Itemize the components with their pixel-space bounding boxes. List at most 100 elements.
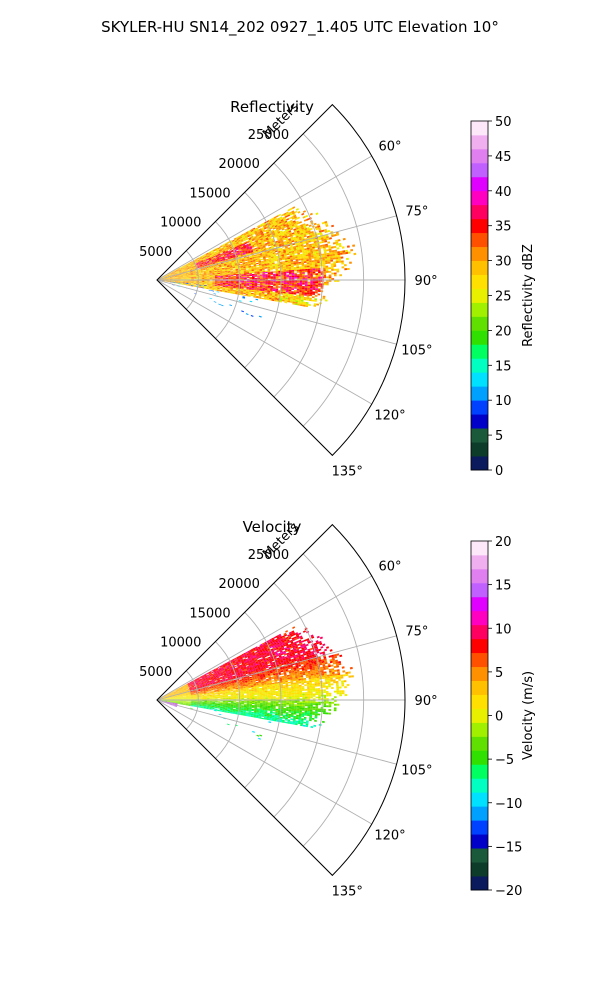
echo-cell	[259, 289, 263, 291]
echo-cell	[265, 237, 269, 240]
echo-cell	[273, 235, 277, 238]
echo-cell	[240, 293, 244, 295]
echo-cell	[250, 262, 254, 265]
echo-cell	[185, 273, 188, 275]
echo-cell	[237, 238, 240, 241]
echo-cell	[261, 265, 265, 267]
echo-cell	[307, 284, 311, 287]
echo-cell	[227, 273, 231, 274]
echo-cell	[241, 285, 244, 287]
echo-cell	[191, 265, 194, 268]
echo-cell	[307, 230, 311, 233]
echo-cell	[188, 265, 192, 268]
echo-cell	[218, 256, 222, 258]
echo-cell	[249, 281, 253, 282]
echo-cell	[266, 239, 270, 242]
echo-cell	[301, 290, 305, 293]
echo-cell	[307, 267, 310, 269]
echo-cell	[336, 270, 340, 273]
echo-cell	[279, 222, 283, 226]
echo-cell	[321, 229, 325, 233]
echo-cell	[254, 284, 258, 286]
echo-cell	[180, 281, 184, 282]
echo-cell	[207, 282, 210, 284]
echo-cell	[227, 250, 231, 252]
echo-cell	[297, 243, 301, 246]
echo-cell	[207, 282, 210, 283]
echo-cell	[299, 284, 303, 287]
colorbar-segment	[471, 288, 488, 303]
echo-cell	[290, 262, 294, 265]
echo-cell	[169, 274, 172, 276]
echo-cell	[259, 271, 263, 273]
echo-cell	[328, 276, 332, 279]
echo-cell	[217, 278, 221, 279]
echo-cell	[279, 261, 283, 264]
echo-cell	[266, 240, 270, 243]
echo-cell	[182, 265, 186, 268]
echo-cell	[199, 278, 202, 280]
echo-cell	[251, 284, 255, 286]
echo-cell	[213, 266, 217, 268]
echo-cell	[209, 254, 213, 257]
echo-cell	[230, 276, 234, 278]
echo-cell	[309, 248, 313, 251]
echo-cell	[166, 274, 169, 276]
echo-cell	[224, 242, 228, 245]
echo-cell	[250, 251, 254, 253]
echo-cell	[196, 264, 200, 267]
echo-cell	[197, 265, 200, 267]
echo-cell	[180, 275, 183, 277]
echo-cell	[232, 289, 236, 291]
echo-cell	[306, 235, 310, 239]
echo-cell	[253, 292, 257, 294]
echo-cell	[328, 246, 332, 250]
echo-cell	[170, 271, 174, 273]
echo-cell	[302, 223, 306, 226]
echo-cell	[335, 257, 339, 260]
echo-cell	[208, 267, 212, 269]
echo-cell	[214, 252, 218, 255]
echo-cell	[265, 282, 268, 284]
echo-cell	[275, 271, 279, 273]
echo-cell	[275, 266, 278, 268]
echo-cell	[305, 223, 309, 227]
echo-cell	[284, 215, 288, 218]
echo-cell	[171, 274, 175, 275]
colorbar-segment	[471, 386, 488, 401]
echo-cell	[267, 235, 271, 238]
echo-cell	[267, 285, 271, 288]
echo-cell	[206, 254, 210, 257]
echo-cell	[219, 267, 222, 269]
echo-cell	[289, 234, 293, 237]
echo-cell	[301, 247, 305, 250]
echo-cell	[268, 258, 272, 260]
echo-cell	[243, 271, 247, 273]
echo-cell	[188, 265, 191, 267]
echo-cell	[245, 262, 248, 265]
echo-cell	[183, 283, 186, 285]
echo-cell	[264, 263, 267, 266]
echo-cell	[326, 237, 330, 241]
echo-cell	[248, 231, 252, 234]
echo-cell	[207, 262, 210, 264]
echo-cell	[283, 233, 287, 236]
echo-cell	[260, 276, 263, 278]
echo-cell	[202, 257, 205, 259]
echo-cell	[337, 239, 341, 242]
echo-cell	[176, 272, 180, 274]
echo-cell	[250, 259, 253, 262]
echo-cell	[271, 257, 274, 260]
echo-cell	[253, 291, 257, 293]
echo-cell	[188, 281, 192, 282]
echo-cell	[181, 269, 185, 272]
echo-cell	[304, 284, 308, 287]
echo-cell	[246, 274, 250, 276]
echo-cell	[188, 275, 191, 276]
echo-cell	[202, 257, 205, 260]
echo-cell	[245, 236, 248, 239]
echo-cell	[209, 287, 212, 289]
echo-cell	[260, 238, 263, 241]
echo-cell	[232, 270, 236, 272]
echo-cell	[299, 275, 303, 277]
